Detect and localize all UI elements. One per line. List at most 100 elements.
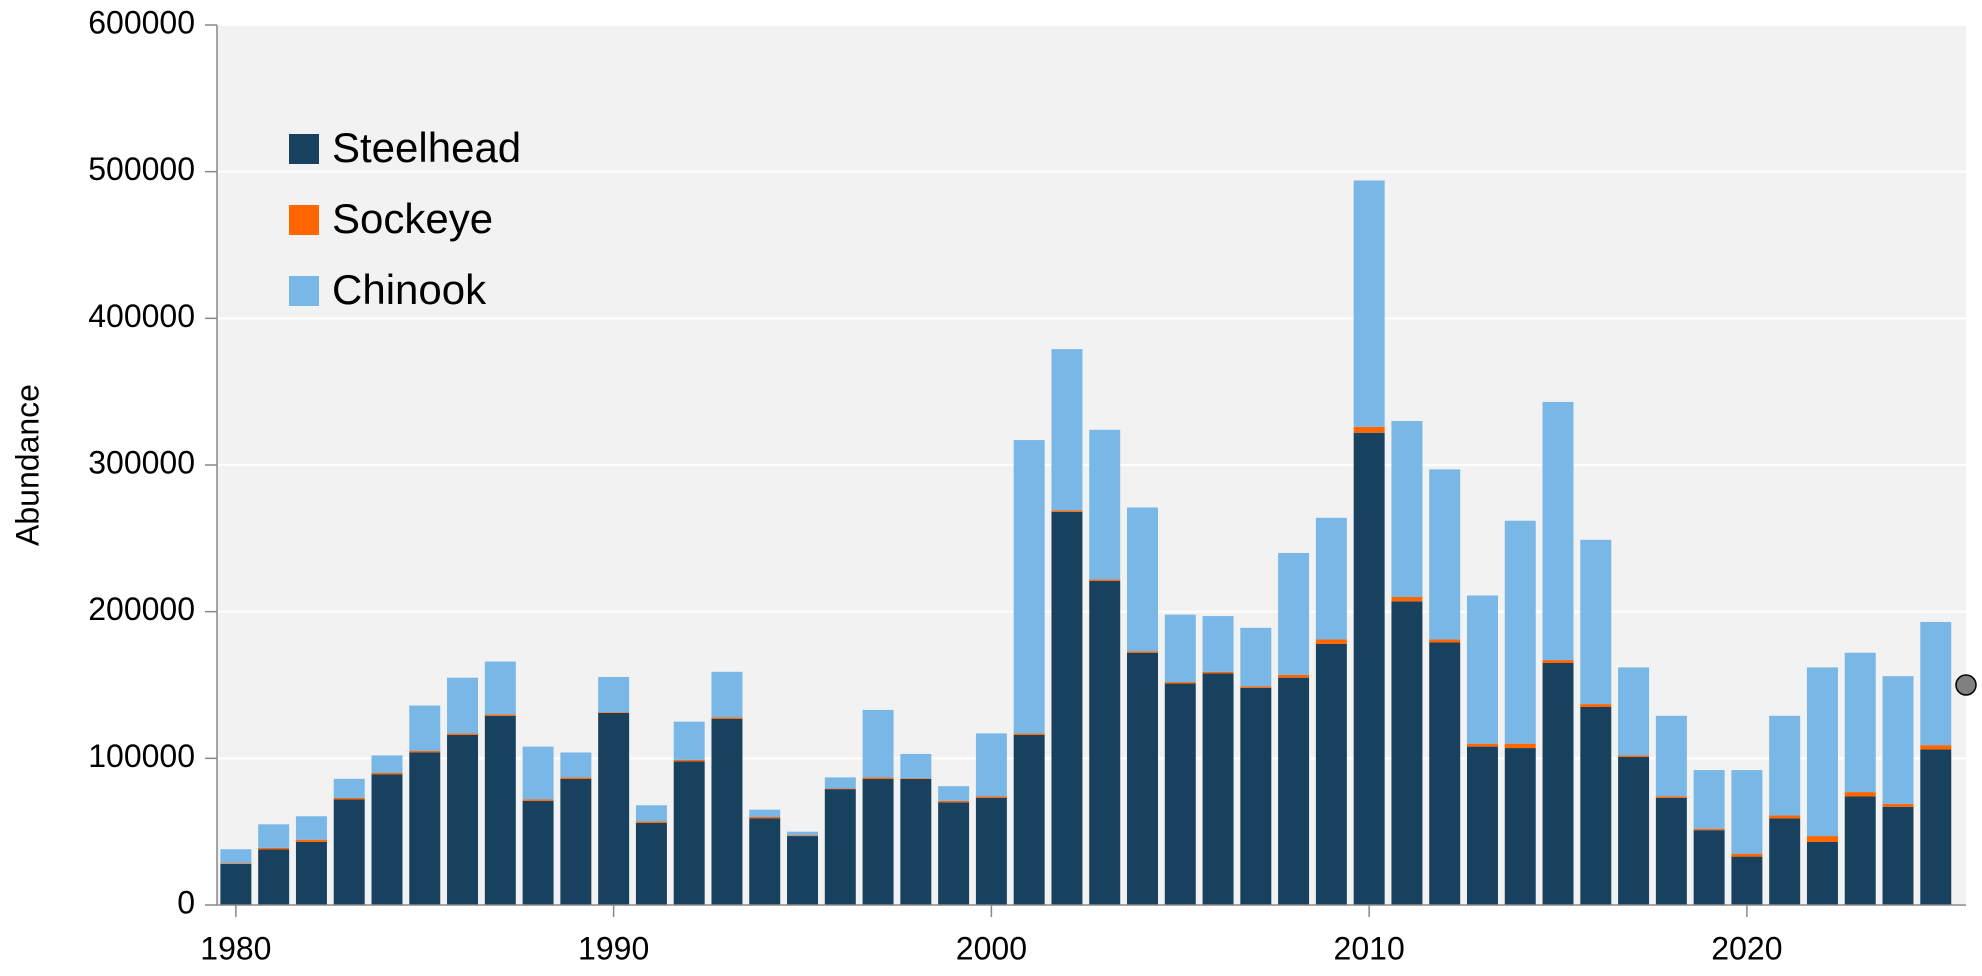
bar-segment [1844,652,1876,793]
legend-label: Steelhead [332,124,521,171]
bar-segment [1466,746,1498,905]
bar-segment [1240,686,1272,688]
x-tick-label: 2020 [1711,930,1782,966]
bar-segment [1769,715,1801,816]
bar-segment [1542,660,1574,663]
legend-swatch [289,276,319,306]
bar-segment [295,839,327,842]
bar-segment [409,752,441,905]
y-tick-label: 500000 [88,151,195,187]
bar-segment [1618,667,1650,756]
bar-segment [787,831,819,836]
bar-segment [1580,539,1612,705]
bar-segment [1202,673,1234,905]
bar-segment [1542,401,1574,661]
bar-segment [673,721,705,760]
bar-segment [220,849,252,864]
bar-segment [1164,683,1196,905]
bar-segment [1920,745,1952,750]
bar-segment [1693,770,1725,829]
x-tick-label: 2000 [956,930,1027,966]
bar-segment [1164,614,1196,683]
bar-segment [1089,580,1121,905]
y-tick-label: 400000 [88,298,195,334]
bar-segment [1769,815,1801,819]
bar-segment [1013,440,1045,734]
bar-segment [1353,432,1385,905]
bar-segment [371,773,403,775]
bar-segment [1844,792,1876,797]
bar-segment [673,759,705,762]
bar-segment [975,733,1007,797]
y-tick-label: 600000 [88,4,195,40]
bar-segment [1882,803,1914,807]
bar-segment [900,778,932,779]
bar-segment [1315,517,1347,640]
bar-segment [522,746,554,800]
bar-segment [1202,671,1234,674]
legend-label: Chinook [332,266,487,313]
bar-segment [711,717,743,719]
bar-segment [522,799,554,801]
bar-segment [333,778,365,798]
bar-segment [900,753,932,779]
bar-segment [975,796,1007,798]
bar-segment [1920,749,1952,905]
legend-swatch [289,134,319,164]
y-tick-label: 300000 [88,444,195,480]
bar-segment [749,818,781,905]
bar-segment [1542,663,1574,905]
bar-segment [673,761,705,905]
bar-segment [1278,677,1310,905]
bar-segment [560,752,592,778]
bar-segment [1731,770,1763,854]
bar-segment [220,863,252,905]
bar-segment [447,734,479,905]
legend-swatch [289,205,319,235]
bar-segment [711,671,743,718]
bar-segment [522,800,554,905]
bar-segment [220,863,252,864]
bar-segment [635,821,667,823]
bar-segment [1051,511,1083,905]
bar-segment [1429,642,1461,905]
bar-segment [1391,601,1423,905]
bar-segment [1655,796,1687,798]
bar-segment [409,705,441,751]
bar-segment [1278,674,1310,678]
bar-segment [787,836,819,905]
x-tick-label: 2010 [1334,930,1405,966]
bar-segment [1051,349,1083,511]
bar-segment [1844,796,1876,905]
bar-segment [258,824,290,848]
bar-segment [560,778,592,905]
bar-segment [635,822,667,905]
bar-segment [1618,755,1650,757]
bar-segment [295,816,327,840]
bar-segment [560,777,592,779]
bar-segment [484,714,516,716]
bar-segment [484,661,516,715]
bar-segment [1013,734,1045,905]
bar-segment [258,847,290,850]
bar-segment [598,676,630,713]
bar-segment [598,712,630,905]
bar-segment [1655,797,1687,905]
bar-segment [938,802,970,905]
bar-segment [824,789,856,905]
bar-segment [749,817,781,819]
bar-segment [711,718,743,905]
bar-segment [1693,828,1725,831]
bar-segment [938,800,970,803]
bar-segment [1278,553,1310,675]
bar-segment [295,841,327,905]
bar-segment [862,709,894,778]
bar-segment [447,677,479,734]
bar-segment [371,755,403,773]
bar-segment [1466,595,1498,744]
bar-segment [1240,627,1272,687]
bar-segment [787,835,819,837]
bar-segment [1429,639,1461,643]
bar-segment [1127,652,1158,905]
